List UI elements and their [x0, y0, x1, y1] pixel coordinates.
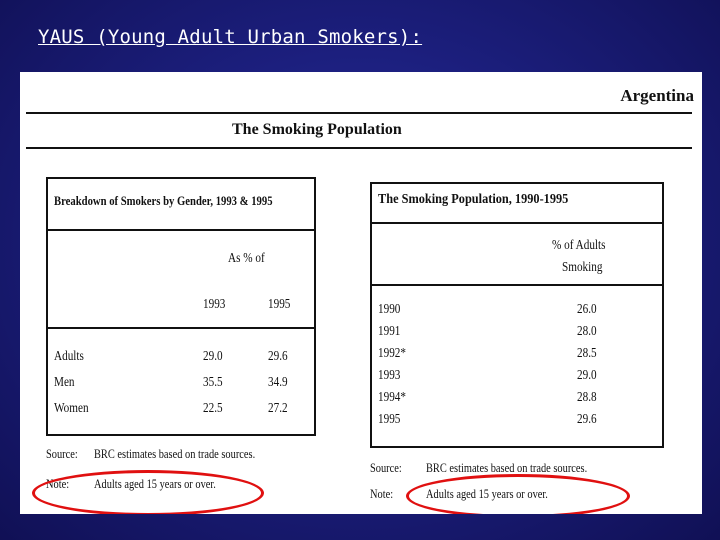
trend-note-label: Note:	[370, 486, 394, 501]
row-value: 29.6	[577, 412, 597, 427]
table-divider	[372, 222, 662, 224]
scanned-document: Argentina The Smoking Population Breakdo…	[20, 72, 702, 514]
gender-source-text: BRC estimates based on trade sources.	[94, 446, 256, 461]
top-rule	[26, 112, 692, 114]
cell-value: 29.6	[268, 349, 288, 364]
table-divider	[48, 229, 314, 231]
gender-source-label: Source:	[46, 446, 78, 461]
note-highlight-oval	[406, 474, 630, 514]
row-label: Women	[54, 401, 89, 416]
row-year: 1995	[378, 412, 401, 427]
cell-value: 22.5	[203, 401, 223, 416]
row-value: 28.5	[577, 346, 597, 361]
row-label: Adults	[54, 349, 84, 364]
note-highlight-oval	[32, 470, 264, 514]
row-label: Men	[54, 375, 75, 390]
row-year: 1994*	[378, 390, 406, 405]
cell-value: 34.9	[268, 375, 288, 390]
row-value: 29.0	[577, 368, 597, 383]
unit-header: As % of	[228, 251, 265, 266]
section-title: The Smoking Population	[232, 121, 402, 138]
row-year: 1991	[378, 324, 401, 339]
row-year: 1990	[378, 302, 401, 317]
column-header-line1: % of Adults	[552, 238, 606, 253]
smoking-trend-table: The Smoking Population, 1990-1995 % of A…	[370, 182, 664, 448]
table-divider	[372, 284, 662, 286]
trend-source-label: Source:	[370, 460, 402, 475]
column-header-line2: Smoking	[562, 260, 603, 275]
gender-breakdown-table: Breakdown of Smokers by Gender, 1993 & 1…	[46, 177, 316, 436]
section-rule	[26, 147, 692, 149]
year-header-1993: 1993	[203, 297, 226, 312]
cell-value: 27.2	[268, 401, 288, 416]
cell-value: 35.5	[203, 375, 223, 390]
trend-source-text: BRC estimates based on trade sources.	[426, 460, 588, 475]
gender-table-title: Breakdown of Smokers by Gender, 1993 & 1…	[54, 193, 273, 208]
slide-title: YAUS (Young Adult Urban Smokers):	[38, 26, 423, 48]
cell-value: 29.0	[203, 349, 223, 364]
table-divider	[48, 327, 314, 329]
row-value: 26.0	[577, 302, 597, 317]
row-value: 28.0	[577, 324, 597, 339]
row-value: 28.8	[577, 390, 597, 405]
row-year: 1993	[378, 368, 401, 383]
year-header-1995: 1995	[268, 297, 291, 312]
trend-table-title: The Smoking Population, 1990-1995	[378, 192, 569, 207]
country-heading: Argentina	[620, 86, 694, 105]
row-year: 1992*	[378, 346, 406, 361]
